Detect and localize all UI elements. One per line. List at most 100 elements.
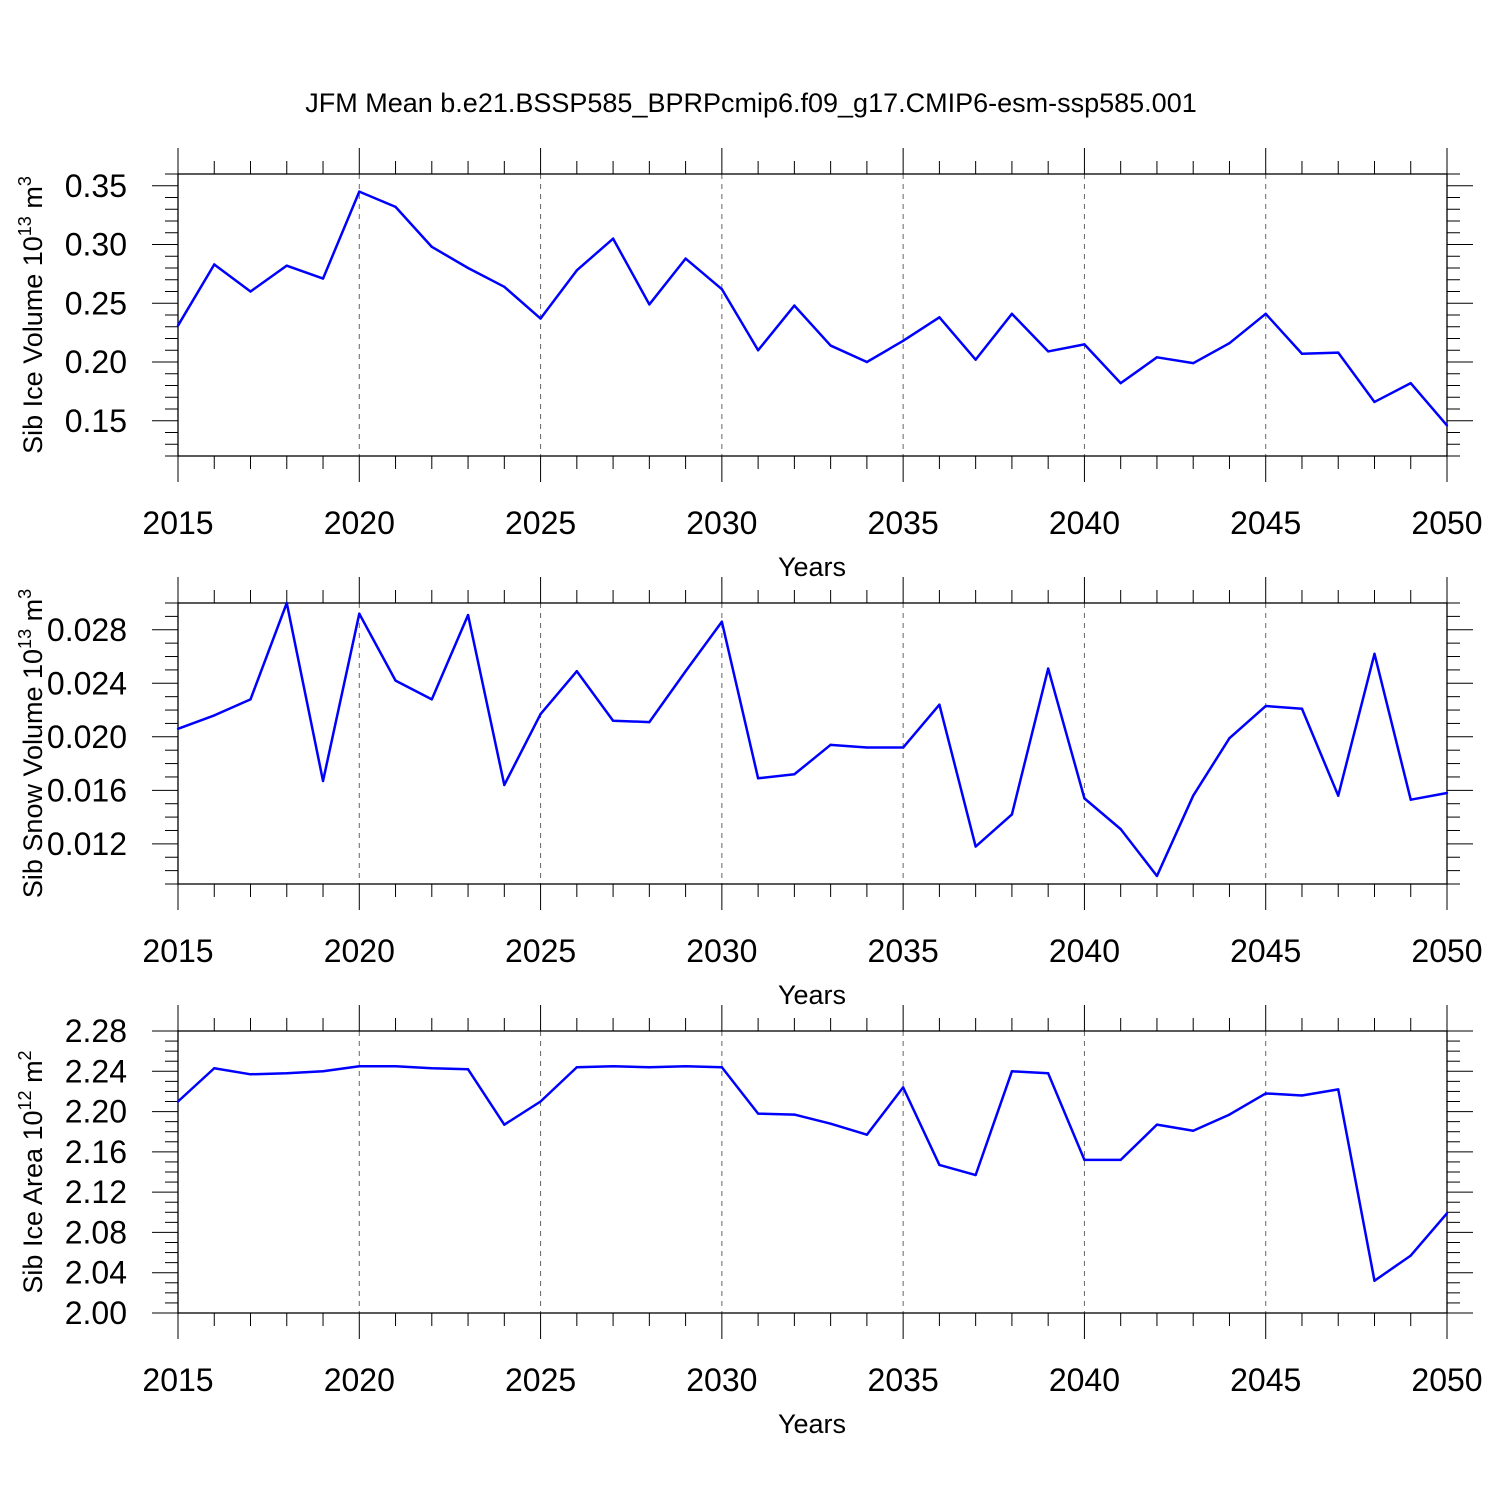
data-point [394,679,397,682]
data-point [756,777,760,780]
y-tick-label: 0.15 [65,403,127,439]
data-point [249,1073,252,1076]
data-point [1155,1123,1159,1126]
data-point [1373,1279,1376,1282]
data-point [974,845,977,848]
data-point [575,269,579,272]
data-point [249,290,252,293]
data-point [611,719,615,722]
data-point [285,264,288,267]
data-point [684,1065,687,1068]
series-line [177,601,1448,878]
data-point [1264,312,1267,316]
x-axis-label: Years [778,1409,846,1439]
y-tick-label: 0.25 [65,285,127,321]
data-point [249,698,252,701]
x-tick-label: 2020 [324,505,395,541]
x-tick-label: 2050 [1411,1362,1482,1398]
data-point [1192,794,1195,797]
x-axis-label: Years [778,980,846,1010]
x-tick-label: 2030 [686,933,757,969]
data-point [974,358,977,361]
data-point [503,285,506,288]
data-point [1337,1088,1340,1091]
data-point [865,746,869,749]
data-point [1228,342,1231,345]
data-point [938,316,941,319]
data-point [503,783,506,787]
panels: 0.15 0.20 0.25 0.30 0.35 2015 2020 2025 2030 2035… [15,148,1483,1439]
data-point [1119,1158,1122,1162]
data-point [285,601,288,605]
data-point [901,746,905,749]
data-point [503,1123,506,1126]
data-point [793,773,796,776]
y-tick-label: 2.16 [65,1134,127,1170]
data-point [756,1112,760,1115]
data-point [1155,874,1159,878]
y-tick-label: 2.24 [65,1053,127,1089]
y-axis-label: Sib Ice Area 1012 m2 [15,1050,48,1293]
data-point [938,703,941,706]
data-point [466,1068,470,1071]
data-point [974,1173,977,1177]
data-point [539,1100,542,1103]
data-point [430,245,433,249]
series-line [176,190,1448,427]
y-tick-label: 0.028 [47,612,127,648]
data-point [1373,652,1376,656]
x-tick-label: 2040 [1049,1362,1120,1398]
data-point [1445,1212,1449,1215]
y-tick-label: 0.30 [65,227,127,263]
data-point [793,1113,796,1116]
y-tick-label: 2.00 [65,1295,127,1331]
y-tick-label: 2.20 [65,1094,127,1130]
data-point [1300,352,1304,355]
x-tick-label: 2025 [505,933,576,969]
panel-1: 0.15 0.20 0.25 0.30 0.35 2015 2020 2025 2030 2035… [15,148,1483,582]
data-point [1409,798,1412,801]
data-point [213,714,216,717]
plot-frame [177,173,1448,457]
data-point [1010,813,1014,816]
data-point [539,317,542,320]
data-point [829,743,832,747]
data-point [648,1066,651,1069]
data-point [1119,827,1122,831]
y-tick-label: 0.024 [47,665,127,701]
x-tick-label: 2045 [1230,1362,1301,1398]
data-point [176,1100,180,1103]
data-point [575,1066,579,1069]
data-point [1010,312,1014,316]
data-point [466,613,470,617]
data-point [1300,707,1304,710]
data-point [1083,1158,1086,1162]
data-point [176,324,180,327]
data-point [829,1122,832,1125]
y-tick-label: 0.35 [65,168,127,204]
data-point [648,720,651,724]
data-point [575,670,579,673]
x-axis-label: Years [778,552,846,582]
x-tick-label: 2030 [686,1362,757,1398]
data-point [648,303,651,306]
data-point [1337,794,1340,797]
data-point [720,620,724,623]
data-point [1337,351,1340,354]
x-tick-label: 2050 [1411,505,1482,541]
data-point [720,1066,724,1069]
data-point [1409,1254,1412,1257]
panel-2: 0.012 0.016 0.020 0.024 0.028 2015 2020 2025 203… [15,577,1483,1010]
x-tick-label: 2050 [1411,933,1482,969]
data-point [1046,1072,1050,1075]
data-point [901,339,905,343]
data-point [1228,736,1231,740]
data-point [358,190,361,193]
data-point [865,360,869,364]
x-tick-label: 2020 [324,1362,395,1398]
data-point [1119,381,1122,385]
data-point [1010,1070,1014,1073]
data-point [684,257,687,260]
y-tick-label: 0.020 [47,719,127,755]
